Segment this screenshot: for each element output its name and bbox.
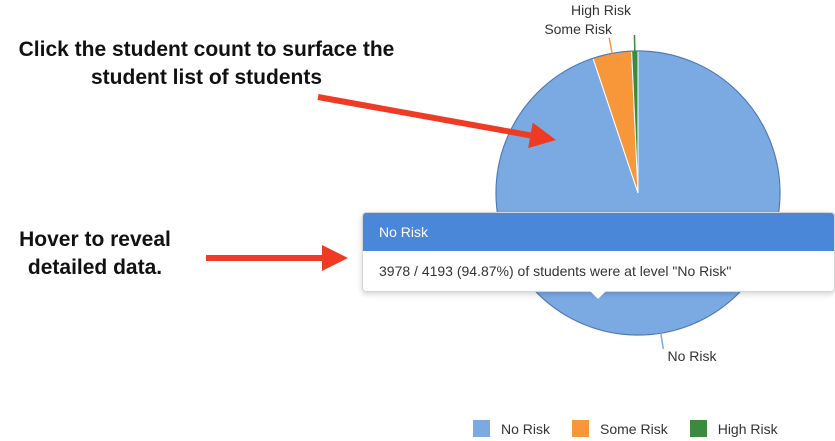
legend-label-no-risk: No Risk bbox=[501, 420, 551, 437]
legend-label-high-risk: High Risk bbox=[717, 420, 778, 437]
hover-arrow bbox=[206, 245, 348, 271]
click-arrow bbox=[317, 94, 556, 149]
slice-tooltip: No Risk 3978 / 4193 (94.87%) of students… bbox=[362, 212, 835, 299]
slice-label-high-risk: High Risk bbox=[571, 2, 632, 18]
legend-item-no-risk[interactable]: No Risk bbox=[473, 420, 550, 437]
tooltip-body: 3978 / 4193 (94.87%) of students were at… bbox=[379, 263, 732, 279]
annotation-arrows bbox=[206, 94, 556, 271]
legend-item-high-risk[interactable]: High Risk bbox=[689, 420, 778, 437]
click-annotation: Click the student count to surface the s… bbox=[18, 38, 395, 89]
legend-swatch-some-risk bbox=[572, 420, 590, 437]
chart-legend: No Risk Some Risk High Risk bbox=[473, 420, 778, 437]
tooltip-title: No Risk bbox=[363, 213, 834, 251]
pie-outline bbox=[495, 50, 781, 336]
slice-labels: No Risk Some Risk High Risk bbox=[544, 2, 717, 364]
tooltip-caret bbox=[590, 291, 606, 299]
slice-label-no-risk: No Risk bbox=[667, 348, 717, 364]
hover-annotation: Hover to reveal detailed data. bbox=[19, 228, 171, 279]
legend-swatch-no-risk bbox=[473, 420, 490, 437]
label-connector-no-risk bbox=[660, 333, 665, 350]
pie-slices bbox=[495, 50, 781, 336]
legend-swatch-high-risk bbox=[689, 420, 707, 437]
legend-item-some-risk[interactable]: Some Risk bbox=[572, 420, 668, 437]
slice-label-some-risk: Some Risk bbox=[544, 21, 613, 37]
legend-label-some-risk: Some Risk bbox=[600, 420, 668, 437]
label-connector-some-risk bbox=[608, 37, 613, 54]
